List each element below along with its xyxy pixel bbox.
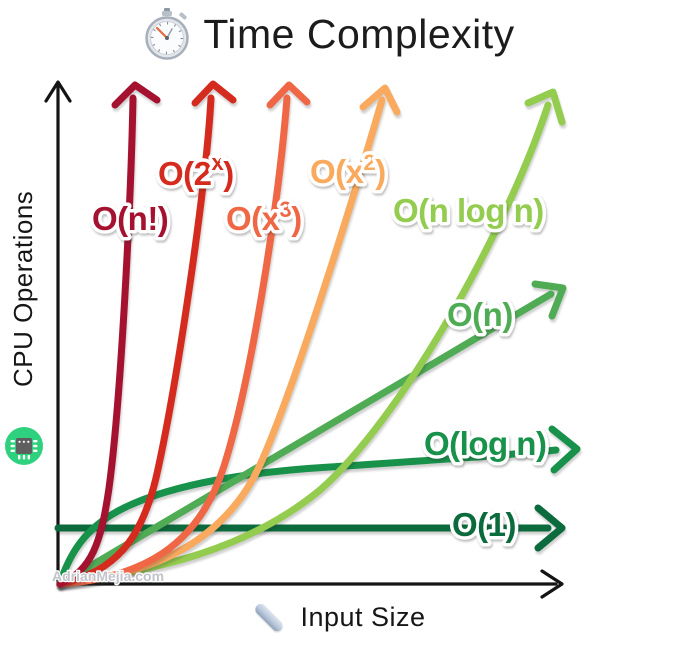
label-o-1: O(1) (452, 506, 516, 543)
label-o-n-log-n: O(n log n) (393, 192, 544, 229)
arrow-icon (191, 80, 237, 107)
curve-o-n-log-n (56, 88, 566, 588)
label-o-log-n: O(log n) (424, 425, 546, 462)
curve-line (56, 94, 291, 588)
label-o-x-squared: O(x2) (310, 150, 386, 190)
chart-title-row: Time Complexity (0, 6, 668, 62)
x-axis-arrowhead-icon (540, 569, 564, 599)
label-o-x-cubed: O(x3) (226, 197, 302, 237)
curve-line (56, 94, 215, 588)
curve-o-log-n (56, 425, 581, 587)
curve-line (56, 290, 555, 588)
arrow-icon (534, 504, 566, 552)
arrow-icon (111, 81, 161, 109)
cpu-chip-icon (5, 427, 43, 465)
label-o-n: O(n) (447, 296, 513, 333)
curve-line (56, 94, 137, 588)
arrow-icon (548, 425, 581, 474)
curve-o-n-factorial (56, 81, 161, 588)
x-axis-label: Input Size (300, 601, 426, 632)
x-axis-label-row: Input Size (0, 597, 678, 637)
arrow-icon (524, 88, 566, 126)
arrow-icon (531, 280, 567, 320)
arrow-icon (359, 84, 401, 116)
label-o-n-factorial: O(n!) (92, 200, 168, 237)
curve-line (56, 101, 552, 588)
y-axis-arrowhead-icon (44, 80, 72, 103)
curve-o-2-pow-x (56, 80, 237, 588)
label-o-2-pow-x: O(2x) (158, 150, 234, 192)
curve-o-n (56, 280, 567, 588)
page-title: Time Complexity (203, 10, 515, 57)
y-axis-label: CPU Operations (8, 190, 38, 388)
ruler-icon (253, 601, 286, 633)
arrow-icon (266, 81, 311, 109)
curve-line (56, 446, 560, 587)
watermark: AdrianMejia.com (52, 568, 164, 584)
stopwatch-icon (145, 8, 190, 60)
axes (44, 80, 564, 599)
curve-o-x-cubed (56, 81, 311, 588)
